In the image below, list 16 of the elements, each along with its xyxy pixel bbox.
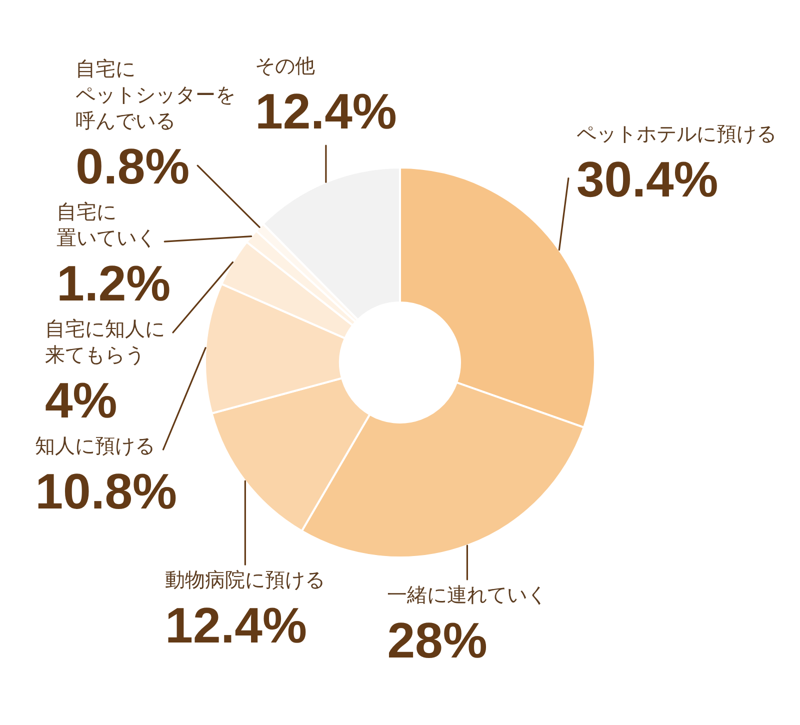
data-label: 1.2%	[56, 256, 171, 312]
slice-label: 自宅に知人に来てもらう	[45, 316, 165, 367]
slice-label: 知人に預ける	[35, 434, 156, 458]
slice-label: ペットホテルに預ける	[576, 121, 776, 146]
slice-label: 自宅に置いていく	[56, 200, 157, 250]
slice-label: 動物病院に預ける	[165, 568, 326, 592]
data-label: 28%	[387, 612, 488, 668]
slice-label: 一緒に連れていく	[387, 582, 548, 606]
slice-label: その他	[255, 54, 316, 78]
slice-label: 自宅にペットシッターを呼んでいる	[76, 56, 236, 133]
data-label: 12.4%	[255, 84, 397, 140]
data-label: 10.8%	[35, 464, 177, 520]
data-label: 4%	[45, 372, 118, 429]
data-label: 30.4%	[576, 151, 718, 208]
data-label: 0.8%	[76, 138, 190, 195]
data-label: 12.4%	[165, 598, 307, 654]
